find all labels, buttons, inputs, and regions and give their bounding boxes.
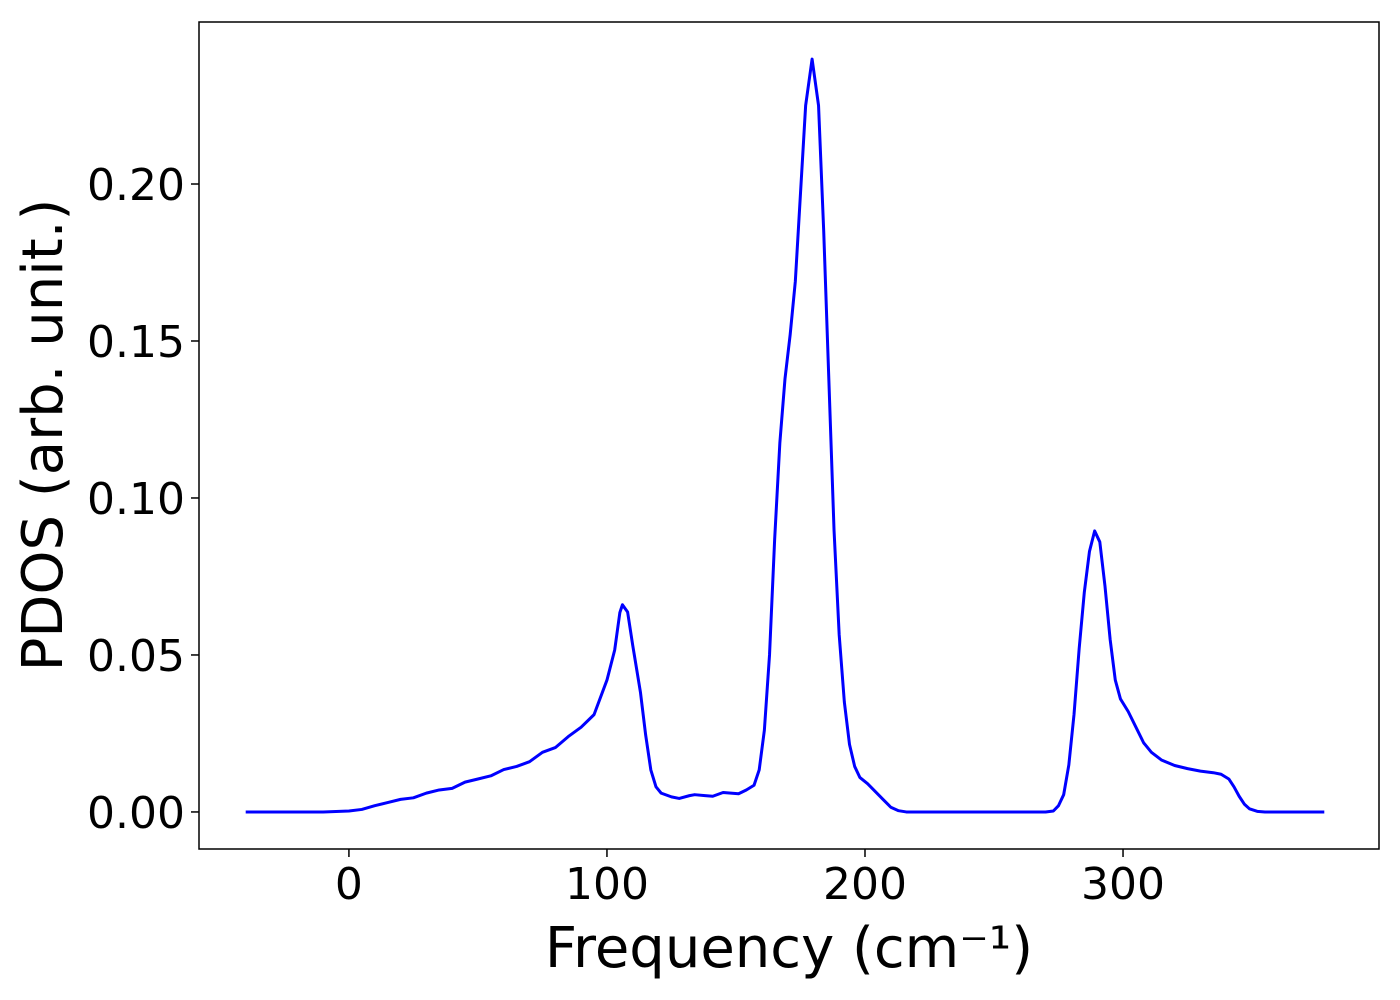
x-tick-label: 100 [565,859,649,910]
x-axis-label: Frequency (cm⁻¹) [545,916,1033,981]
y-tick-label: 0.10 [87,474,185,525]
y-tick-label: 0.20 [87,160,185,211]
y-tick-label: 0.15 [87,317,185,368]
data-line [245,57,1325,814]
y-axis-label: PDOS (arb. unit.) [11,199,76,672]
plot-frame [198,21,1380,850]
y-tick-label: 0.05 [87,631,185,682]
y-tick-label: 0.00 [87,788,185,839]
x-tick-label: 200 [823,859,907,910]
x-tick-label: 0 [335,859,363,910]
x-tick-label: 300 [1081,859,1165,910]
